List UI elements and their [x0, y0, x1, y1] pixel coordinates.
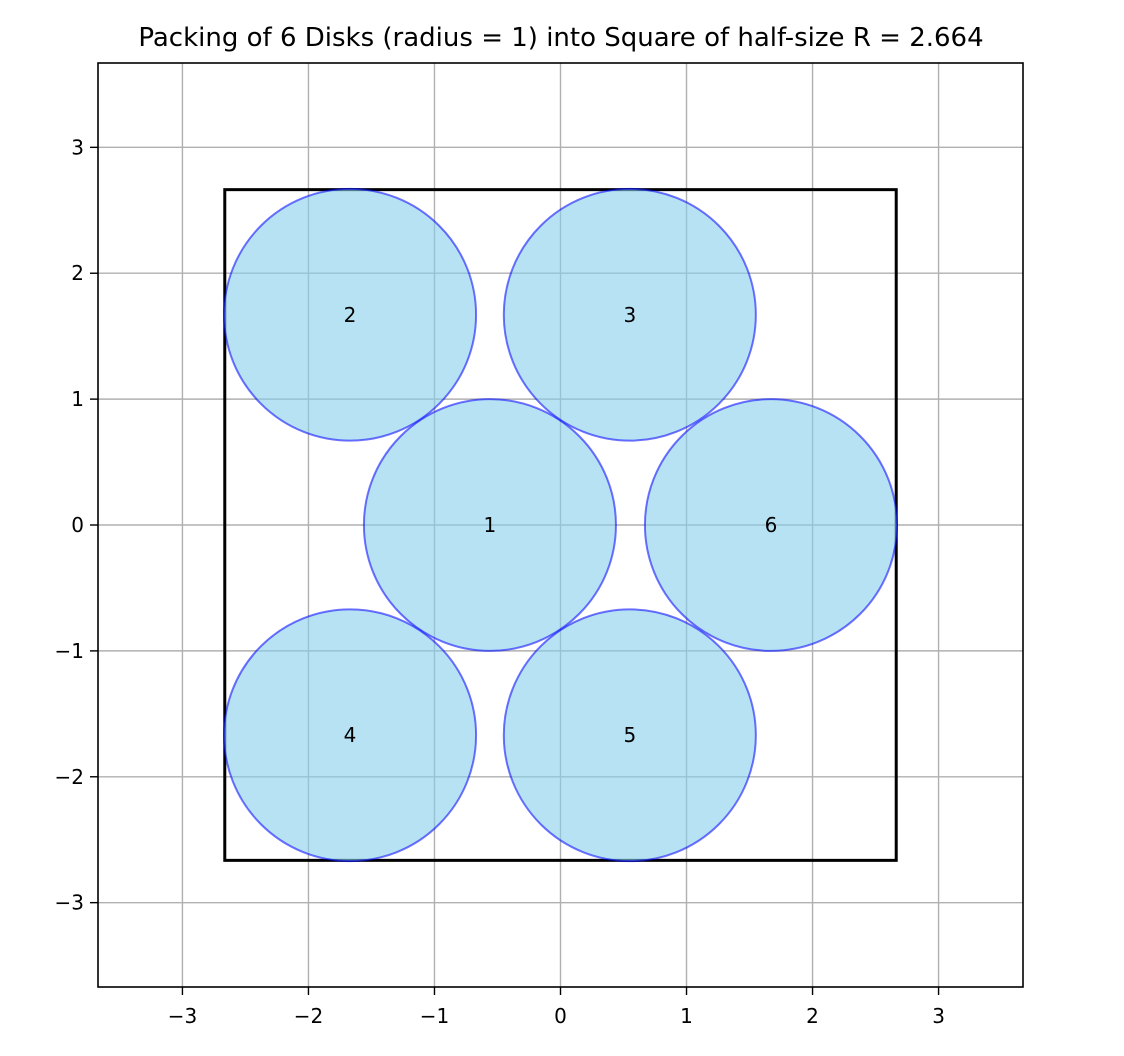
- disk-label-5: 5: [623, 723, 636, 747]
- disk-group: [223, 187, 898, 863]
- y-tick-label: 0: [71, 513, 84, 537]
- disk-4: [223, 608, 478, 863]
- disk-1: [362, 398, 617, 652]
- disk-labels: 1 2 3 4 5 6: [344, 303, 778, 747]
- y-tick-label: −2: [55, 765, 84, 789]
- x-tick-label: 1: [680, 1004, 693, 1028]
- disk-label-2: 2: [344, 303, 357, 327]
- disk-label-6: 6: [765, 513, 778, 537]
- x-tick-label: 2: [806, 1004, 819, 1028]
- x-tick-label: −2: [294, 1004, 323, 1028]
- disk-label-4: 4: [344, 723, 357, 747]
- x-tick-label: 0: [554, 1004, 567, 1028]
- x-tick-label: −1: [420, 1004, 449, 1028]
- x-tick-label: −3: [168, 1004, 197, 1028]
- y-axis: −3 −2 −1 0 1 2 3: [55, 135, 98, 915]
- disk-label-3: 3: [623, 303, 636, 327]
- x-tick-label: 3: [932, 1004, 945, 1028]
- disk-3: [502, 187, 757, 442]
- y-tick-label: −1: [55, 639, 84, 663]
- chart-title: Packing of 6 Disks (radius = 1) into Squ…: [138, 23, 983, 53]
- disk-label-1: 1: [484, 513, 497, 537]
- disk-5: [502, 608, 757, 863]
- y-tick-label: 3: [71, 135, 84, 159]
- disk-6: [643, 398, 898, 652]
- y-tick-label: 1: [71, 387, 84, 411]
- disk-2: [223, 187, 478, 442]
- y-tick-label: 2: [71, 261, 84, 285]
- x-axis: −3 −2 −1 0 1 2 3: [168, 987, 945, 1028]
- y-tick-label: −3: [55, 891, 84, 915]
